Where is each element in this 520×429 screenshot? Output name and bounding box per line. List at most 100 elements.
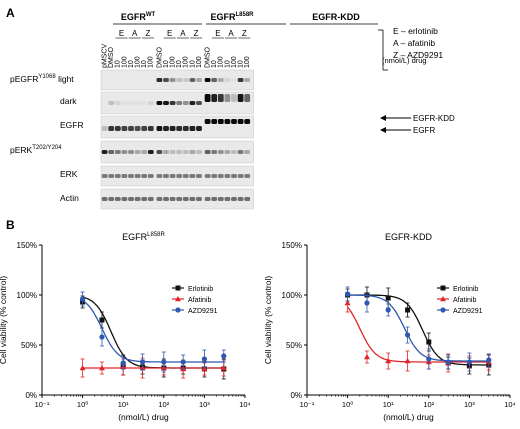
blot-band xyxy=(147,174,154,178)
blot-band xyxy=(121,126,128,131)
blot-band xyxy=(147,150,154,154)
blot-band xyxy=(141,150,148,154)
blot-band xyxy=(128,126,134,131)
legend-entry: Afatinib xyxy=(188,297,211,304)
blot-band xyxy=(134,197,141,201)
blot-band xyxy=(189,174,196,178)
x-tick-label: 10⁴ xyxy=(239,400,251,409)
blot-band xyxy=(128,197,134,201)
blot-band xyxy=(244,174,251,178)
legend-marker xyxy=(440,307,446,313)
x-tick-label: 10⁰ xyxy=(342,400,353,409)
data-point-erlotinib xyxy=(426,339,432,345)
blot-band xyxy=(224,119,231,124)
y-tick-label: 50% xyxy=(21,341,37,350)
x-tick-label: 10¹ xyxy=(118,400,129,409)
blot-band xyxy=(224,94,231,102)
series-line-azd9291 xyxy=(347,294,490,362)
blot-band xyxy=(156,174,163,178)
blot-band xyxy=(189,197,196,201)
row-label-erk: ERK xyxy=(60,169,78,179)
drug-letter: Z xyxy=(145,29,150,38)
row-label-perk: pERKT202/Y204 xyxy=(10,145,62,155)
data-point-afatinib xyxy=(404,358,411,364)
drug-letter: A xyxy=(228,29,234,38)
blot-band xyxy=(169,101,176,105)
series-line-erlotinib xyxy=(347,294,490,366)
x-tick-label: 10⁰ xyxy=(77,400,88,409)
blot-band xyxy=(189,126,196,131)
group-header-kdd: EGFR-KDD xyxy=(312,12,360,22)
blot-band xyxy=(204,197,211,201)
lane-label: DMSO xyxy=(205,46,212,68)
blot-band xyxy=(182,174,189,178)
x-axis-label: (nmol/L) drug xyxy=(118,412,169,422)
blot-band xyxy=(114,174,121,178)
blot-band xyxy=(182,126,189,131)
legend-entry: Erlotinib xyxy=(188,286,213,293)
blot-band xyxy=(217,174,224,178)
blot-band xyxy=(169,126,176,131)
blot-band xyxy=(204,94,211,102)
panel-b-label: B xyxy=(6,218,15,232)
blot-band xyxy=(121,101,128,105)
blot-band xyxy=(237,119,244,124)
blot-band xyxy=(244,150,251,154)
blot-band xyxy=(176,101,183,105)
legend-marker xyxy=(440,296,446,302)
blot-band xyxy=(163,78,169,82)
blot-band xyxy=(141,126,148,131)
blot-band xyxy=(237,150,244,154)
y-tick-label: 150% xyxy=(17,241,37,250)
data-point-azd9291 xyxy=(99,334,105,340)
blot-band xyxy=(163,126,169,131)
arrow-egfr-head xyxy=(380,127,386,133)
blot-band xyxy=(189,78,196,82)
arrow-label-kdd: EGFR-KDD xyxy=(413,114,455,123)
blot-band xyxy=(121,174,128,178)
blot-band xyxy=(211,174,218,178)
blot-band xyxy=(217,94,224,102)
blot-band xyxy=(101,174,108,178)
drug-legend: E – erlotinib A – afatinib Z – AZD9291 xyxy=(378,26,443,71)
row-label-egfr: EGFR xyxy=(60,120,84,130)
blot-band xyxy=(134,126,141,131)
legend-entry: Erlotinib xyxy=(453,286,478,293)
x-tick-label: 10² xyxy=(423,400,434,409)
x-tick-label: 10⁴ xyxy=(504,400,516,409)
drug-letter: A xyxy=(180,29,186,38)
blot-band xyxy=(244,197,251,201)
blot-band xyxy=(163,197,169,201)
data-point-azd9291 xyxy=(466,359,472,365)
blot-band xyxy=(211,150,218,154)
panel-b: B EGFRL858R 0% 50% 100% 150% 10⁻¹ 10⁰ 10¹ 10² 10³… xyxy=(0,218,516,422)
lane-label: DMSO xyxy=(108,46,115,68)
blot-band xyxy=(211,78,218,82)
blot-band xyxy=(169,197,176,201)
blot-band xyxy=(169,150,176,154)
data-point-afatinib xyxy=(385,358,392,364)
data-point-erlotinib xyxy=(405,307,411,313)
y-tick-label: 50% xyxy=(286,341,302,350)
blot-band xyxy=(244,119,251,124)
blot-band xyxy=(224,174,231,178)
y-tick-label: 0% xyxy=(25,391,37,400)
row-labels: pEGFRY1068 light dark EGFR pERKT202/Y204… xyxy=(10,74,84,203)
legend-marker xyxy=(175,307,181,313)
blot-band xyxy=(231,78,237,82)
blot-band xyxy=(108,150,115,154)
blot-band xyxy=(231,150,237,154)
blot-band xyxy=(224,150,231,154)
y-axis-label: Cell viability (% control) xyxy=(0,276,8,364)
lane-label: 100 xyxy=(196,56,203,68)
blot-band xyxy=(196,150,202,154)
blot-band xyxy=(134,150,141,154)
lane-label: 100 xyxy=(231,56,238,68)
arrow-kdd-head xyxy=(380,115,386,121)
blot-band xyxy=(217,119,224,124)
chart-title: EGFRL858R xyxy=(122,232,165,242)
blot-band xyxy=(108,101,115,105)
data-point-azd9291 xyxy=(221,353,227,359)
data-point-azd9291 xyxy=(385,307,391,313)
